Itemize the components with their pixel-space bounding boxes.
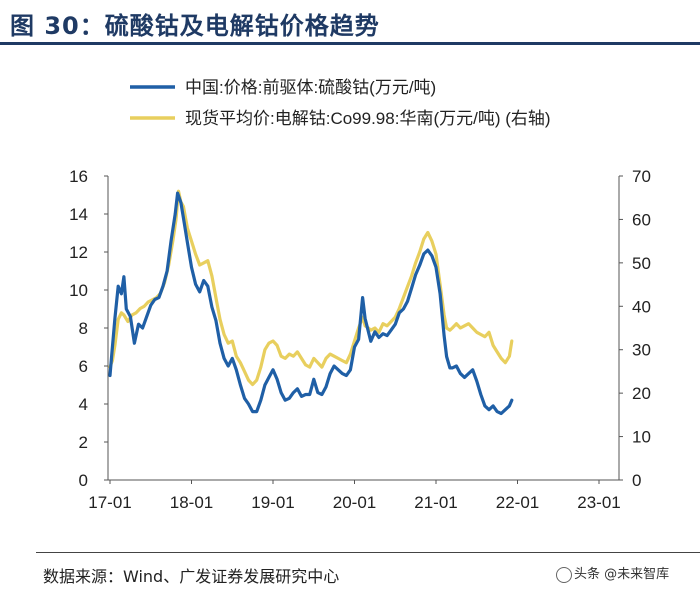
x-tick-label: 22-01 bbox=[496, 493, 539, 512]
x-tick-label: 18-01 bbox=[170, 493, 213, 512]
legend-label: 中国:价格:前驱体:硫酸钴(万元/吨) bbox=[185, 78, 436, 97]
y-right-tick-label: 70 bbox=[632, 167, 651, 186]
x-tick-label: 17-01 bbox=[88, 493, 131, 512]
legend-label: 现货平均价:电解钴:Co99.98:华南(万元/吨) (右轴) bbox=[185, 109, 551, 128]
figure-header: 图 30：硫酸钴及电解钴价格趋势 bbox=[0, 0, 700, 42]
series-line-electrolytic-cobalt bbox=[108, 189, 514, 387]
x-tick-label: 23-01 bbox=[577, 493, 620, 512]
y-left-tick-label: 8 bbox=[79, 319, 88, 338]
y-left-tick-label: 14 bbox=[69, 205, 88, 224]
series-line-cobalt-sulfate bbox=[108, 191, 514, 416]
y-right-tick-label: 40 bbox=[632, 297, 651, 316]
y-left-tick-label: 0 bbox=[79, 471, 88, 490]
y-left-tick-label: 2 bbox=[79, 433, 88, 452]
x-tick-label: 20-01 bbox=[333, 493, 376, 512]
y-left-tick-label: 4 bbox=[79, 395, 88, 414]
footer-rule bbox=[36, 552, 700, 553]
watermark-logo-icon bbox=[556, 566, 572, 583]
x-tick-label: 19-01 bbox=[251, 493, 294, 512]
source-note: 数据来源：Wind、广发证券发展研究中心 bbox=[43, 567, 340, 586]
y-right-tick-label: 30 bbox=[632, 341, 651, 360]
y-right-tick-label: 0 bbox=[632, 471, 641, 490]
y-left-tick-label: 6 bbox=[79, 357, 88, 376]
watermark: 头条 @未来智库 bbox=[556, 563, 669, 583]
y-right-tick-label: 20 bbox=[632, 384, 651, 403]
y-right-tick-label: 50 bbox=[632, 254, 651, 273]
y-left-tick-label: 12 bbox=[69, 243, 88, 262]
y-left-tick-label: 16 bbox=[69, 167, 88, 186]
y-right-tick-label: 10 bbox=[632, 428, 651, 447]
x-tick-label: 21-01 bbox=[414, 493, 457, 512]
y-left-tick-label: 10 bbox=[69, 281, 88, 300]
watermark-text: 头条 @未来智库 bbox=[574, 567, 670, 582]
figure-title: 图 30：硫酸钴及电解钴价格趋势 bbox=[10, 12, 380, 40]
title-rule bbox=[0, 42, 700, 45]
y-right-tick-label: 60 bbox=[632, 210, 651, 229]
